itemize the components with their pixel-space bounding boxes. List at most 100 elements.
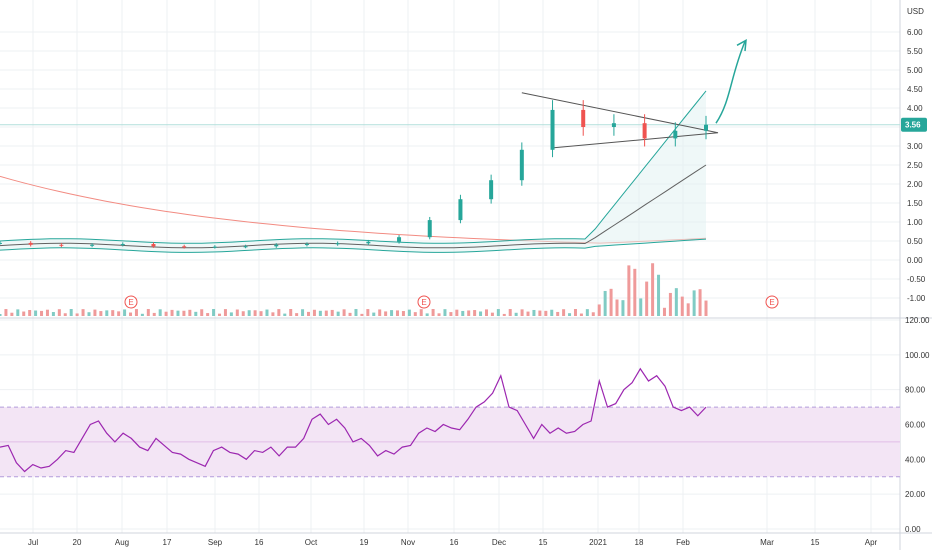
- volume-bar: [140, 313, 144, 316]
- volume-bar: [324, 310, 328, 316]
- price-tick-label: 5.50: [907, 47, 923, 56]
- volume-bar: [544, 310, 548, 316]
- volume-bar: [520, 309, 524, 316]
- price-tick-label: 3.00: [907, 142, 923, 151]
- volume-bar: [45, 309, 49, 316]
- volume-bar: [651, 263, 655, 316]
- volume-bar: [330, 309, 334, 316]
- volume-bar: [609, 288, 613, 316]
- time-tick-label: Sep: [208, 538, 223, 547]
- price-tick-label: 0.00: [907, 256, 923, 265]
- candle-body: [59, 244, 64, 246]
- volume-bar: [295, 313, 299, 316]
- volume-bar: [16, 309, 20, 316]
- projection-arrow: [715, 41, 746, 124]
- volume-bar: [111, 310, 115, 316]
- rsi-tick-label: 0.00: [905, 525, 921, 534]
- candle-body: [182, 246, 187, 248]
- price-tick-label: -1.00: [907, 294, 926, 303]
- volume-bar: [467, 310, 471, 316]
- time-tick-label: 17: [163, 538, 172, 547]
- volume-bar: [692, 290, 696, 316]
- volume-bar: [366, 309, 370, 316]
- volume-bar: [307, 311, 311, 316]
- candle-body: [427, 220, 432, 238]
- candle-body: [304, 244, 309, 246]
- volume-bar: [639, 298, 643, 316]
- volume-bar: [63, 313, 67, 316]
- price-tick-label: 6.00: [907, 28, 923, 37]
- currency-label: USD: [907, 7, 924, 16]
- volume-bar: [312, 309, 316, 316]
- volume-bar: [615, 299, 619, 316]
- volume-bar: [473, 310, 477, 316]
- time-tick-label: Mar: [760, 538, 774, 547]
- candle-body: [704, 124, 708, 131]
- volume-bar: [532, 309, 536, 316]
- volume-bar: [188, 309, 192, 316]
- price-tick-label: 1.00: [907, 218, 923, 227]
- time-tick-label: Apr: [865, 538, 878, 547]
- time-tick-label: 2021: [589, 538, 607, 547]
- volume-bar: [384, 311, 388, 316]
- volume-bar: [354, 309, 358, 316]
- volume-bar: [283, 313, 287, 316]
- volume-bar: [591, 312, 595, 316]
- volume-bar: [633, 268, 637, 316]
- volume-bar: [223, 309, 227, 316]
- volume-bar: [413, 312, 417, 316]
- volume-bar: [597, 304, 601, 316]
- candle-body: [243, 246, 248, 248]
- time-tick-label: 15: [811, 538, 820, 547]
- volume-bar: [662, 307, 666, 316]
- rsi-line: [0, 367, 707, 473]
- rsi-tick-label: 80.00: [905, 386, 926, 395]
- candle-body: [28, 242, 33, 245]
- volume-bar: [455, 309, 459, 316]
- volume-bar: [657, 274, 661, 316]
- volume-bar: [75, 313, 79, 316]
- last-price-badge: [901, 117, 927, 132]
- volume-bar: [253, 310, 257, 316]
- volume-bar: [342, 309, 346, 316]
- volume-bar: [99, 311, 103, 316]
- volume-bar: [508, 309, 512, 316]
- volume-bar: [502, 313, 506, 316]
- price-tick-label: 0.50: [907, 237, 923, 246]
- volume-bar: [206, 313, 210, 316]
- time-tick-label: 16: [450, 538, 459, 547]
- price-tick-label: -0.50: [907, 275, 926, 284]
- volume-bar: [431, 309, 435, 316]
- volume-bar: [680, 296, 684, 316]
- time-tick-label: Aug: [115, 538, 129, 547]
- bollinger-lower: [0, 238, 707, 253]
- volume-bar: [271, 312, 275, 316]
- volume-bar: [176, 310, 180, 316]
- volume-bar: [372, 312, 376, 316]
- candle-body: [151, 244, 156, 247]
- volume-bar: [336, 311, 340, 316]
- volume-bar: [182, 310, 186, 316]
- volume-bar: [437, 313, 441, 316]
- time-tick-label: 18: [635, 538, 644, 547]
- volume-bar: [378, 309, 382, 316]
- axes: 6.005.505.004.504.003.503.002.502.001.50…: [28, 7, 930, 547]
- volume-bar: [514, 312, 518, 316]
- candle-body: [519, 149, 524, 181]
- volume-bar: [425, 313, 429, 316]
- volume-bar: [158, 309, 162, 316]
- volume-bar: [241, 311, 245, 316]
- volume-bar: [164, 311, 168, 316]
- volume-bar: [348, 312, 352, 316]
- volume-bar: [443, 309, 447, 316]
- volume-bar: [573, 309, 577, 316]
- candle-body: [274, 244, 279, 247]
- last-price-label: 3.56: [905, 121, 921, 130]
- time-tick-label: Dec: [492, 538, 506, 547]
- earnings-marker-label: E: [769, 298, 774, 307]
- earnings-marker-label: E: [128, 298, 133, 307]
- volume-bar: [579, 313, 583, 316]
- volume-bar: [395, 310, 399, 316]
- projection-arrowhead: [736, 39, 747, 52]
